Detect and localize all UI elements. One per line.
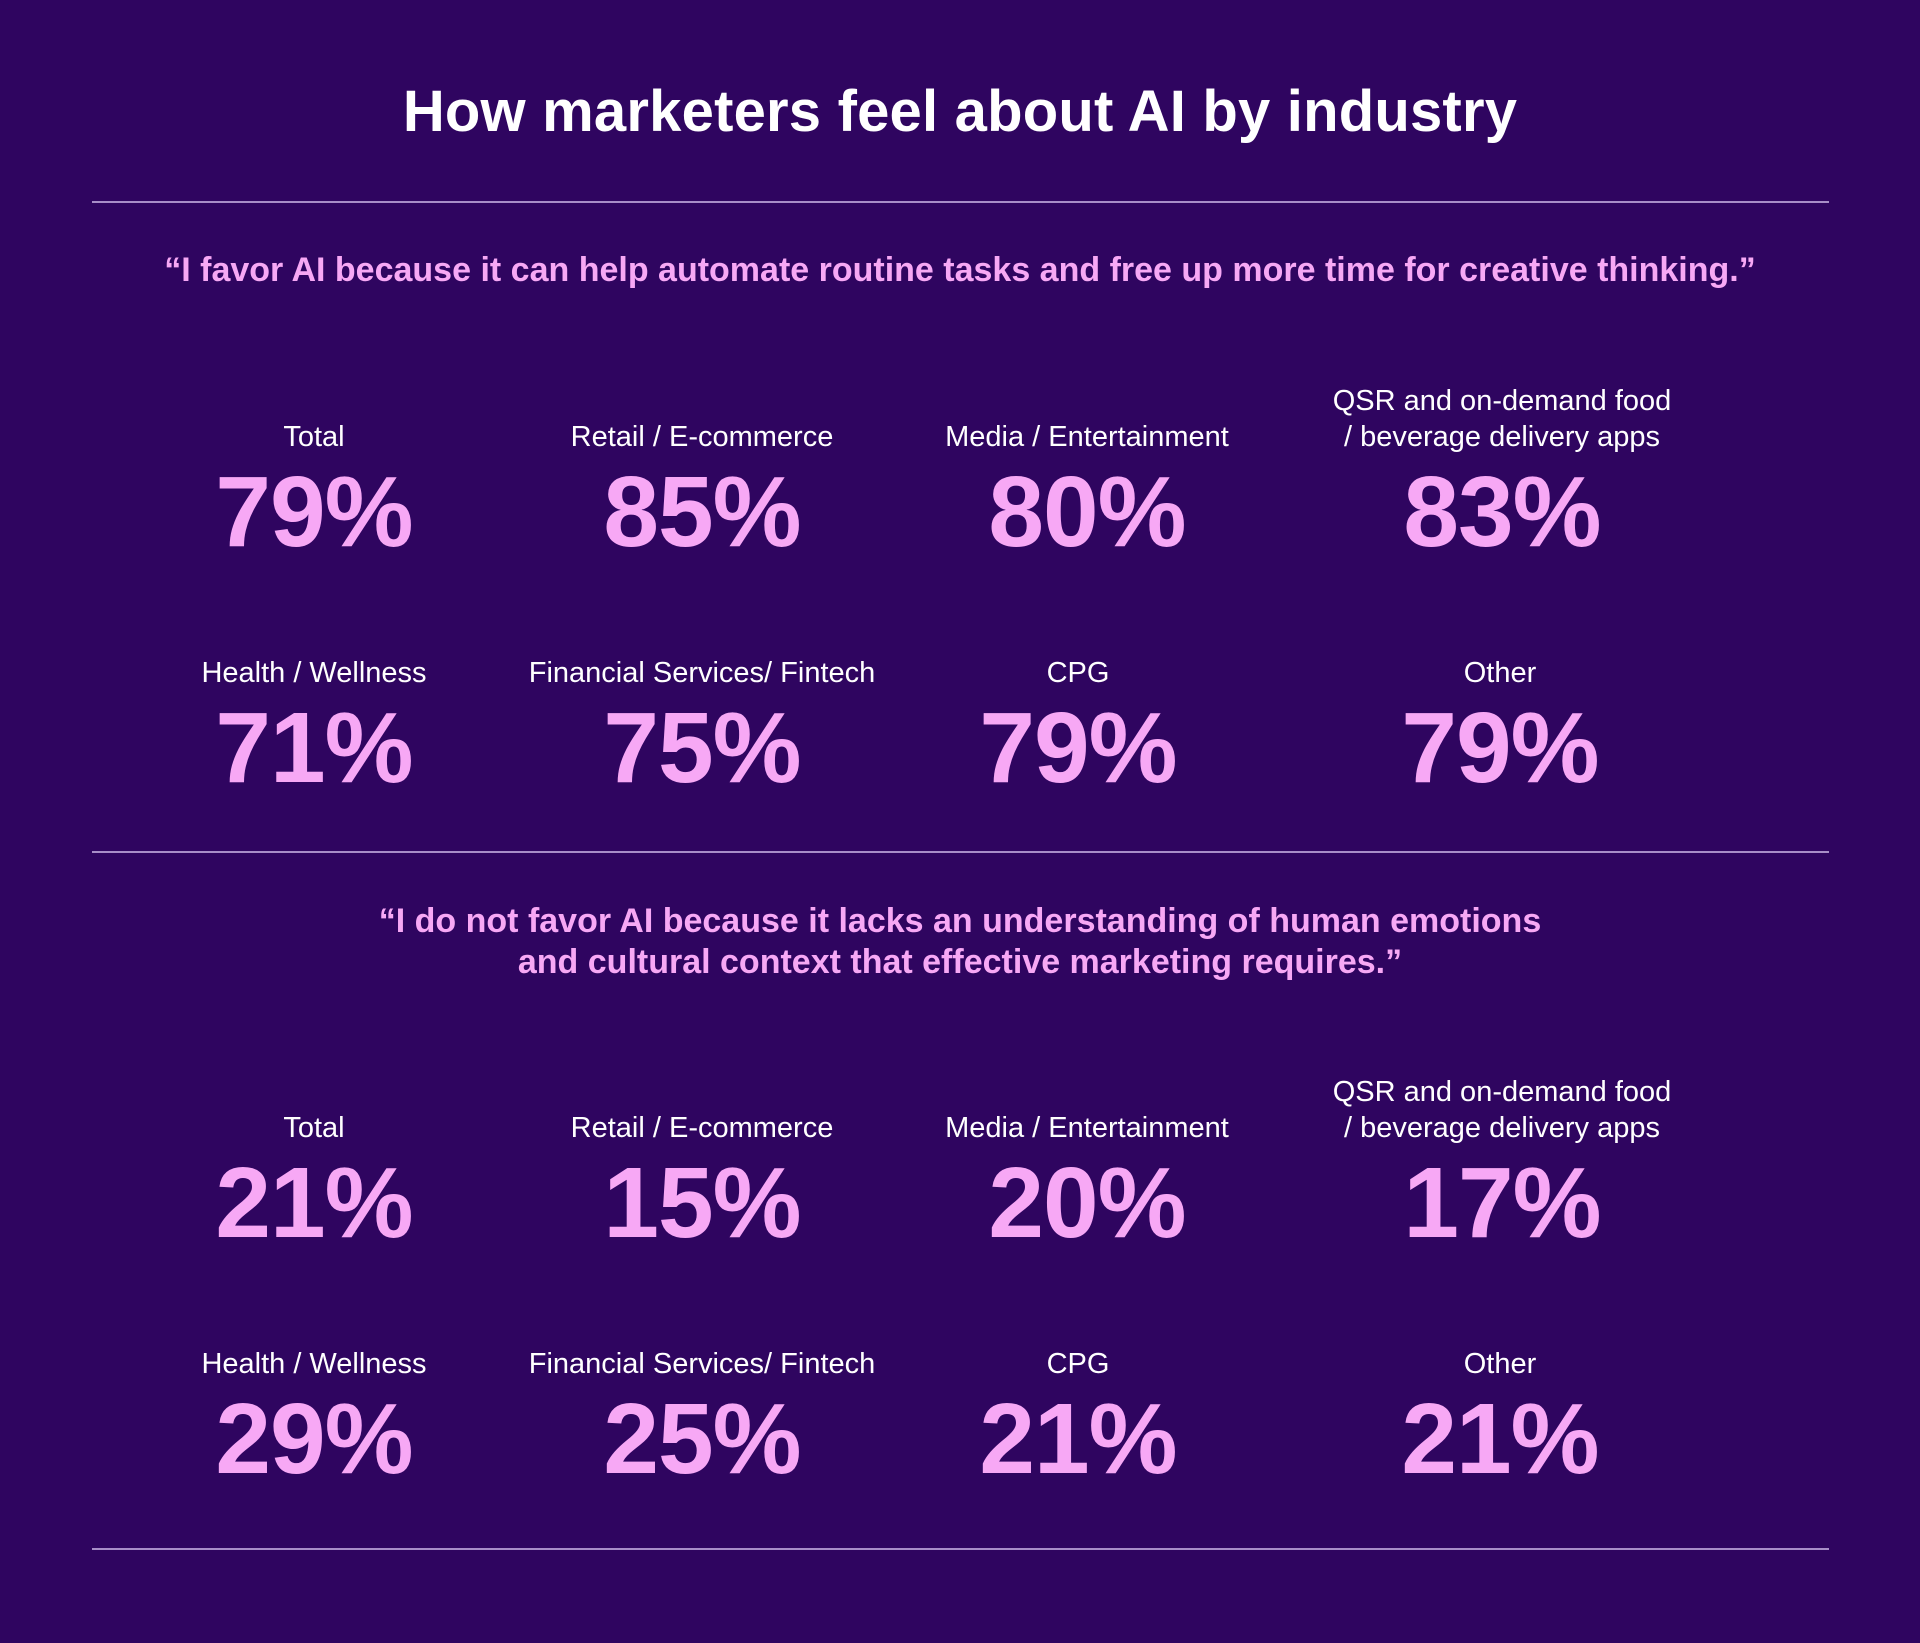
stat-media: Media / Entertainment 20%: [887, 1112, 1287, 1259]
stat-label-line: / beverage delivery apps: [1344, 421, 1660, 453]
stat-total: Total 21%: [114, 1112, 514, 1259]
stat-label: Media / Entertainment: [887, 419, 1287, 455]
stat-health: Health / Wellness 71%: [114, 657, 514, 804]
stat-value: 83%: [1403, 456, 1601, 568]
quote-line: “I favor AI because it can help automate…: [164, 251, 1756, 289]
stat-label-line: Other: [1463, 1348, 1537, 1380]
stat-label-line: Total: [283, 1112, 345, 1144]
stat-label-line: Media / Entertainment: [945, 421, 1229, 453]
stat-label: CPG: [878, 1346, 1278, 1382]
stat-label: QSR and on-demand food / beverage deliver…: [1302, 383, 1702, 455]
stat-label-line: QSR and on-demand food: [1332, 1076, 1672, 1108]
stat-label-line: Financial Services/ Fintech: [528, 657, 876, 689]
quote-favor: “I favor AI because it can help automate…: [60, 250, 1860, 291]
stat-label: CPG: [878, 655, 1278, 691]
stat-label: Financial Services/ Fintech: [502, 1346, 902, 1382]
stat-value: 15%: [603, 1147, 801, 1259]
stat-value: 80%: [988, 456, 1186, 568]
stat-value: 21%: [979, 1383, 1177, 1495]
stat-value: 71%: [215, 692, 413, 804]
stat-label: Retail / E-commerce: [502, 1110, 902, 1146]
stat-value: 29%: [215, 1383, 413, 1495]
page-title: How marketers feel about AI by industry: [402, 79, 1518, 144]
quote-line: and cultural context that effective mark…: [517, 943, 1403, 981]
stat-value: 79%: [215, 456, 413, 568]
stat-value: 21%: [215, 1147, 413, 1259]
stat-label-line: QSR and on-demand food: [1332, 385, 1672, 417]
stat-value: 79%: [1401, 692, 1599, 804]
stat-qsr: QSR and on-demand food / beverage deliver…: [1302, 1076, 1702, 1259]
stat-retail: Retail / E-commerce 85%: [502, 421, 902, 568]
stat-label: Other: [1300, 655, 1700, 691]
stat-label-line: Media / Entertainment: [945, 1112, 1229, 1144]
stat-cpg: CPG 79%: [878, 657, 1278, 804]
stat-label: Total: [114, 1110, 514, 1146]
stat-label-line: Other: [1463, 657, 1537, 689]
stat-label: Health / Wellness: [114, 1346, 514, 1382]
stat-label-line: Total: [283, 421, 345, 453]
divider: [92, 201, 1829, 203]
stat-value: 25%: [603, 1383, 801, 1495]
stat-label: Media / Entertainment: [887, 1110, 1287, 1146]
quote-not-favor: “I do not favor AI because it lacks an u…: [60, 901, 1860, 983]
stat-label-line: CPG: [1046, 1348, 1110, 1380]
stat-value: 75%: [603, 692, 801, 804]
stat-label-line: Health / Wellness: [201, 657, 427, 689]
stat-cpg: CPG 21%: [878, 1348, 1278, 1495]
stat-value: 17%: [1403, 1147, 1601, 1259]
stat-label: Health / Wellness: [114, 655, 514, 691]
stat-other: Other 79%: [1300, 657, 1700, 804]
divider: [92, 1548, 1829, 1550]
stat-media: Media / Entertainment 80%: [887, 421, 1287, 568]
stat-value: 21%: [1401, 1383, 1599, 1495]
stat-qsr: QSR and on-demand food / beverage deliver…: [1302, 385, 1702, 568]
stat-label-line: Retail / E-commerce: [570, 1112, 834, 1144]
quote-line: “I do not favor AI because it lacks an u…: [378, 902, 1542, 940]
stat-retail: Retail / E-commerce 15%: [502, 1112, 902, 1259]
stat-financial: Financial Services/ Fintech 25%: [502, 1348, 902, 1495]
stat-value: 20%: [988, 1147, 1186, 1259]
divider: [92, 851, 1829, 853]
stat-label-line: CPG: [1046, 657, 1110, 689]
stat-label-line: Retail / E-commerce: [570, 421, 834, 453]
stat-label: Other: [1300, 1346, 1700, 1382]
stat-total: Total 79%: [114, 421, 514, 568]
stat-value: 85%: [603, 456, 801, 568]
stat-label-line: Health / Wellness: [201, 1348, 427, 1380]
stat-financial: Financial Services/ Fintech 75%: [502, 657, 902, 804]
stat-health: Health / Wellness 29%: [114, 1348, 514, 1495]
stat-value: 79%: [979, 692, 1177, 804]
stat-label: Retail / E-commerce: [502, 419, 902, 455]
stat-label: Total: [114, 419, 514, 455]
stat-label-line: / beverage delivery apps: [1344, 1112, 1660, 1144]
stat-label-line: Financial Services/ Fintech: [528, 1348, 876, 1380]
stat-label: Financial Services/ Fintech: [502, 655, 902, 691]
stat-label: QSR and on-demand food / beverage deliver…: [1302, 1074, 1702, 1146]
stat-other: Other 21%: [1300, 1348, 1700, 1495]
